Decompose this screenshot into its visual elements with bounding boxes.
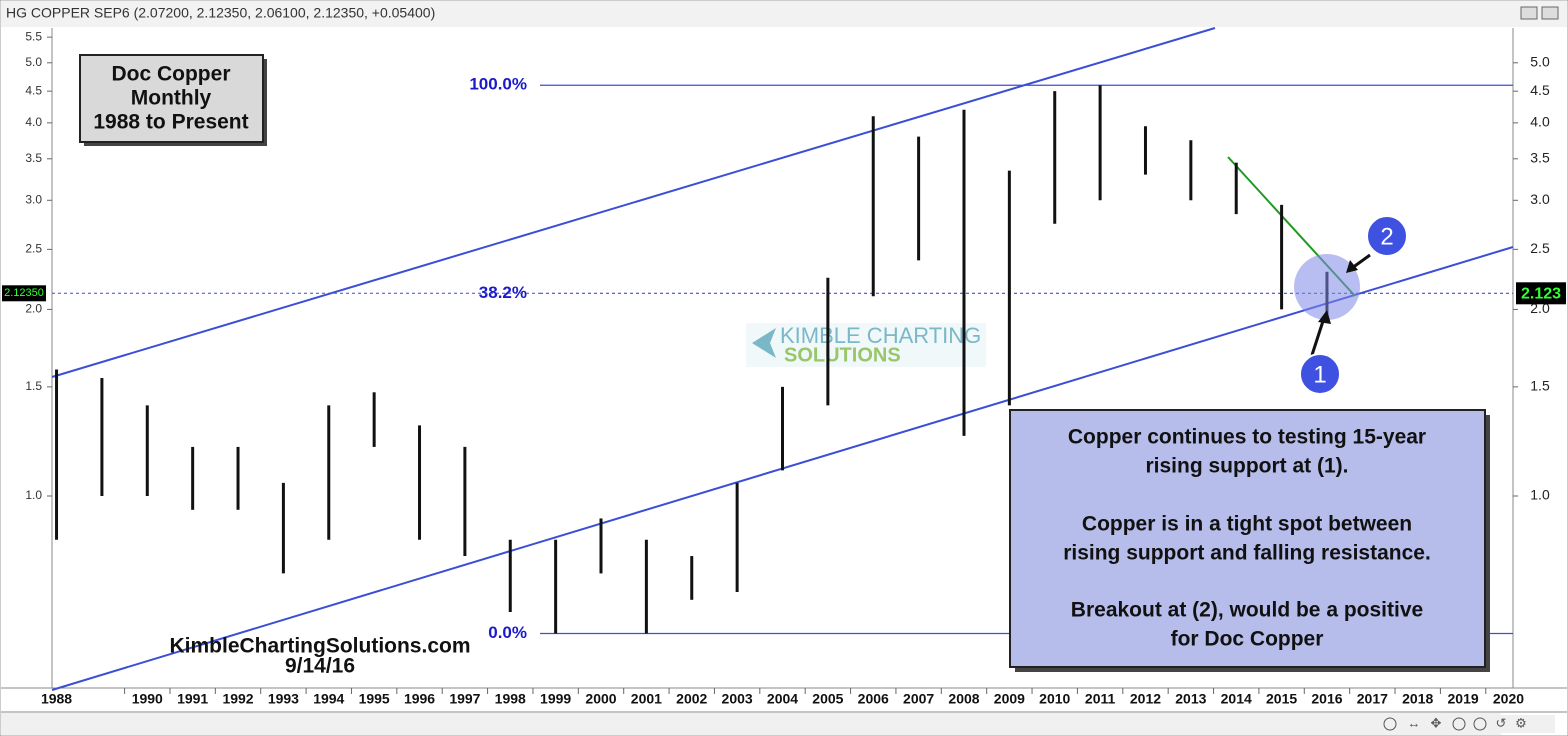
title: 1988 to Present bbox=[93, 111, 248, 134]
x-tick-label: 1995 bbox=[359, 691, 390, 707]
zoom-out-button[interactable] bbox=[1452, 717, 1466, 731]
marker bbox=[1366, 215, 1408, 257]
x-tick-label: 2003 bbox=[722, 691, 753, 707]
y-tick-label: 1.5 bbox=[25, 379, 42, 393]
toolbar bbox=[1395, 715, 1555, 733]
title: Doc Copper bbox=[111, 63, 230, 86]
y-tick-label: 5.0 bbox=[25, 55, 42, 69]
last-price-tag bbox=[2, 285, 46, 302]
note: Copper continues to testing 15-year bbox=[1068, 426, 1426, 449]
x-tick-label: 1988 bbox=[41, 691, 72, 707]
title-box bbox=[79, 54, 264, 143]
arrow bbox=[1310, 317, 1326, 356]
x-tick-label: 1999 bbox=[540, 691, 571, 707]
last-price-label: 2.12350 bbox=[4, 287, 44, 299]
note: Breakout at (2), would be a positive bbox=[1071, 599, 1423, 622]
x-tick-label: 2006 bbox=[858, 691, 889, 707]
fib-label: 0.0% bbox=[488, 623, 527, 642]
x-tick-label: 2014 bbox=[1221, 691, 1252, 707]
zoom-in-button[interactable] bbox=[1473, 717, 1487, 731]
x-tick-label: 2016 bbox=[1311, 691, 1342, 707]
x-tick-label: 2010 bbox=[1039, 691, 1070, 707]
y-tick-label: 3.5 bbox=[1530, 150, 1550, 166]
y-tick-label: 3.5 bbox=[25, 151, 42, 165]
title: Monthly bbox=[131, 87, 212, 110]
x-tick-label: 1998 bbox=[495, 691, 526, 707]
x-tick-label: 2019 bbox=[1448, 691, 1479, 707]
arrow-head bbox=[1346, 260, 1358, 273]
y-tick-label: 2.0 bbox=[25, 302, 42, 316]
y-tick-label: 4.5 bbox=[1530, 82, 1550, 98]
x-tick-label: 2018 bbox=[1402, 691, 1433, 707]
scrollbar[interactable] bbox=[1, 713, 1501, 735]
window-button[interactable] bbox=[1541, 6, 1559, 20]
y-tick-label: 3.0 bbox=[25, 192, 42, 206]
window-button[interactable] bbox=[1520, 6, 1538, 20]
refresh-button[interactable] bbox=[1383, 717, 1397, 731]
watermark: KIMBLE CHARTING bbox=[780, 323, 981, 348]
marker bbox=[1299, 353, 1341, 395]
y-tick-label: 1.0 bbox=[1530, 487, 1550, 503]
reset-button[interactable]: ↺ bbox=[1496, 715, 1507, 730]
x-tick-label: 1992 bbox=[222, 691, 253, 707]
x-tick-label: 2008 bbox=[948, 691, 979, 707]
y-tick-label: 4.5 bbox=[25, 83, 42, 97]
arrow bbox=[1351, 253, 1371, 270]
watermark-logo bbox=[752, 328, 776, 358]
fib-label: 38.2% bbox=[479, 283, 527, 302]
y-tick-label: 2.5 bbox=[1530, 240, 1550, 256]
last-price-label: 2.123 bbox=[1521, 286, 1561, 303]
y-tick-label: 4.0 bbox=[1530, 114, 1550, 130]
x-tick-label: 2001 bbox=[631, 691, 662, 707]
marker-label: 2 bbox=[1380, 223, 1393, 250]
arrow-head bbox=[1318, 310, 1331, 324]
x-tick-label: 1991 bbox=[177, 691, 208, 707]
note: rising support and falling resistance. bbox=[1063, 542, 1431, 565]
x-tick-label: 2015 bbox=[1266, 691, 1297, 707]
header-bar bbox=[1, 1, 1567, 27]
marker-label: 1 bbox=[1313, 361, 1326, 388]
header: HG COPPER SEP6 (2.07200, 2.12350, 2.0610… bbox=[6, 5, 435, 21]
y-tick-label: 4.0 bbox=[25, 115, 42, 129]
note-box bbox=[1009, 409, 1486, 668]
y-tick-label: 5.5 bbox=[25, 29, 42, 43]
x-tick-label: 1996 bbox=[404, 691, 435, 707]
highlight bbox=[1294, 254, 1360, 320]
x-tick-label: 2002 bbox=[676, 691, 707, 707]
x-tick-label: 1990 bbox=[132, 691, 163, 707]
x-tick-label: 2012 bbox=[1130, 691, 1161, 707]
y-tick-label: 2.5 bbox=[25, 242, 42, 256]
channel-upper bbox=[51, 27, 1216, 378]
note: rising support at (1). bbox=[1145, 455, 1348, 478]
x-tick-label: 2009 bbox=[994, 691, 1025, 707]
x-tick-label: 2011 bbox=[1085, 691, 1116, 707]
date: 9/14/16 bbox=[285, 655, 355, 678]
x-tick-label: 2005 bbox=[812, 691, 843, 707]
settings-button[interactable]: ⚙ bbox=[1515, 715, 1527, 730]
pan-button[interactable]: ✥ bbox=[1431, 715, 1442, 730]
cursor-button[interactable]: ↔ bbox=[1408, 715, 1421, 730]
y-tick-label: 1.5 bbox=[1530, 378, 1550, 394]
note: Copper is in a tight spot between bbox=[1082, 513, 1412, 536]
y-tick-label: 1.0 bbox=[25, 488, 42, 502]
x-tick-label: 2000 bbox=[585, 691, 616, 707]
x-tick-label: 2017 bbox=[1357, 691, 1388, 707]
x-tick-label: 2020 bbox=[1493, 691, 1524, 707]
watermark-bg bbox=[746, 323, 986, 367]
x-tick-label: 1997 bbox=[449, 691, 480, 707]
watermark: SOLUTIONS bbox=[784, 344, 901, 366]
fib-label: 100.0% bbox=[469, 75, 527, 94]
x-tick-label: 2013 bbox=[1175, 691, 1206, 707]
x-tick-label: 1993 bbox=[268, 691, 299, 707]
x-tick-label: 2004 bbox=[767, 691, 798, 707]
note: for Doc Copper bbox=[1171, 628, 1324, 651]
last-price-tag bbox=[1516, 282, 1566, 305]
x-tick-label: 1994 bbox=[313, 691, 344, 707]
x-tick-label: 2007 bbox=[903, 691, 934, 707]
y-tick-label: 5.0 bbox=[1530, 53, 1550, 69]
site: KimbleChartingSolutions.com bbox=[169, 635, 470, 658]
y-tick-label: 3.0 bbox=[1530, 191, 1550, 207]
